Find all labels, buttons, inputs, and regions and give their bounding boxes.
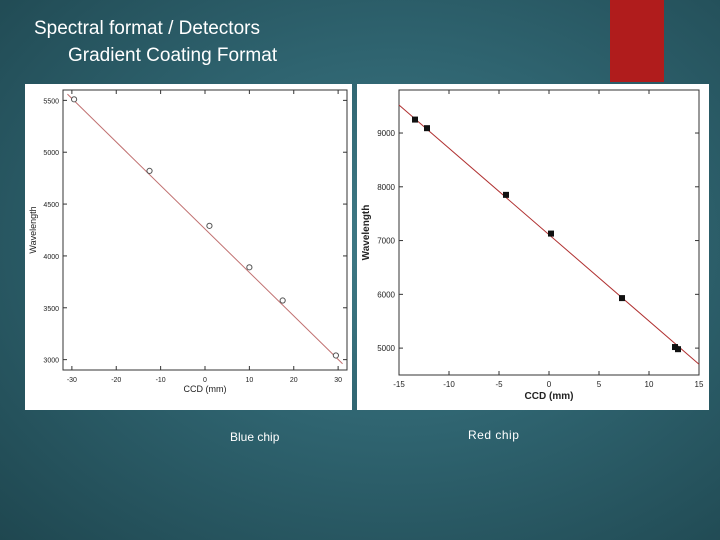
x-tick-label: -5 <box>495 380 503 389</box>
data-point <box>146 167 153 174</box>
x-tick-label: 20 <box>290 377 298 384</box>
x-tick-label: 0 <box>547 380 552 389</box>
y-axis-label: Wavelength <box>361 205 372 261</box>
x-tick-label: 30 <box>334 377 342 384</box>
x-tick-label: -10 <box>156 377 166 384</box>
slide-subtitle: Gradient Coating Format <box>68 45 278 66</box>
data-point <box>70 96 78 103</box>
data-point <box>424 125 430 132</box>
data-point <box>412 116 418 123</box>
y-tick-label: 9000 <box>377 129 395 138</box>
x-axis-label: CCD (mm) <box>525 391 574 402</box>
blue-chip-caption: Blue chip <box>230 430 280 444</box>
x-tick-label: -10 <box>443 380 455 389</box>
data-point <box>503 191 509 198</box>
y-tick-label: 7000 <box>377 237 395 246</box>
data-point <box>548 230 554 237</box>
blue-chip-chart-svg: -30 -20 -10 0 10 20 30 3000 3500 4000 4500 5000 5500… <box>28 89 348 394</box>
x-tick-label: -15 <box>393 380 405 389</box>
data-point <box>246 264 253 271</box>
data-point <box>206 222 213 229</box>
x-tick-label: -30 <box>67 377 77 384</box>
y-tick-label: 5500 <box>43 98 59 105</box>
red-chip-chart: -15 -10 -5 0 5 10 15 5000 6000 7000 8000 9000 CCD (m… <box>357 84 709 410</box>
y-tick-label: 6000 <box>377 290 395 299</box>
x-tick-label: 10 <box>645 380 654 389</box>
x-axis-label: CCD (mm) <box>184 384 227 394</box>
accent-bar <box>610 0 664 82</box>
x-tick-label: 0 <box>203 377 207 384</box>
red-chip-chart-svg: -15 -10 -5 0 5 10 15 5000 6000 7000 8000 9000 CCD (m… <box>361 89 704 402</box>
x-tick-label: -20 <box>111 377 121 384</box>
y-tick-label: 4000 <box>43 254 59 261</box>
y-tick-label: 3000 <box>43 358 59 365</box>
red-chip-caption: Red chip <box>468 428 520 442</box>
y-tick-label: 3500 <box>43 306 59 313</box>
data-point <box>675 346 681 353</box>
y-tick-label: 8000 <box>377 183 395 192</box>
data-point <box>279 297 286 304</box>
y-tick-label: 4500 <box>43 202 59 209</box>
x-tick-label: 10 <box>245 377 253 384</box>
y-axis-label: Wavelength <box>28 206 38 253</box>
y-tick-label: 5000 <box>377 344 395 353</box>
y-tick-label: 5000 <box>43 150 59 157</box>
blue-chip-chart: -30 -20 -10 0 10 20 30 3000 3500 4000 4500 5000 5500… <box>25 84 352 410</box>
x-tick-label: 15 <box>695 380 704 389</box>
fit-line <box>67 93 343 365</box>
slide-title: Spectral format / Detectors <box>34 18 260 39</box>
data-point <box>332 352 340 359</box>
x-tick-label: 5 <box>597 380 602 389</box>
data-point <box>619 295 625 302</box>
